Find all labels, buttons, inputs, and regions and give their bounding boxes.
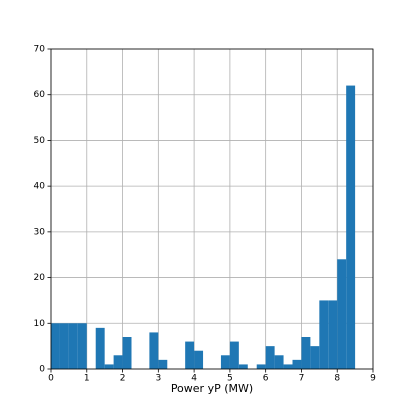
bar xyxy=(346,85,356,370)
y-tick-label: 40 xyxy=(34,182,46,192)
y-tick-label: 50 xyxy=(34,136,46,146)
bar xyxy=(158,359,168,369)
bar xyxy=(229,341,239,369)
bar xyxy=(319,300,329,369)
bar xyxy=(274,355,284,369)
bar xyxy=(95,327,105,369)
x-tick-label: 5 xyxy=(227,374,233,384)
x-tick-label: 1 xyxy=(84,374,90,384)
y-tick-label: 60 xyxy=(34,90,46,100)
y-tick-label: 20 xyxy=(34,273,46,283)
bar xyxy=(292,359,302,369)
x-tick-label: 6 xyxy=(263,374,269,384)
x-tick-label: 9 xyxy=(370,374,376,384)
x-axis-label: Power yP (MW) xyxy=(171,382,253,395)
bar xyxy=(220,355,230,369)
bar xyxy=(113,355,123,369)
bar xyxy=(77,323,87,369)
bar xyxy=(283,364,293,369)
plot-frame xyxy=(50,48,374,370)
y-tick-label: 30 xyxy=(34,227,46,237)
bar xyxy=(265,346,275,369)
x-tick-label: 8 xyxy=(334,374,340,384)
bar xyxy=(238,364,248,369)
bar xyxy=(122,337,132,369)
bar xyxy=(328,300,338,369)
bar xyxy=(194,350,204,369)
y-tick-label: 0 xyxy=(39,365,45,375)
bar xyxy=(310,346,320,369)
bar xyxy=(337,259,347,369)
bar xyxy=(104,364,114,369)
y-tick-label: 10 xyxy=(34,319,46,329)
bar xyxy=(149,332,159,369)
x-tick-label: 2 xyxy=(120,374,126,384)
bar xyxy=(185,341,195,369)
x-tick-label: 7 xyxy=(299,374,305,384)
x-tick-label: 0 xyxy=(48,374,54,384)
bar xyxy=(301,337,311,369)
bar xyxy=(68,323,78,369)
x-tick-label: 4 xyxy=(191,374,197,384)
bar xyxy=(256,364,266,369)
x-tick-label: 3 xyxy=(155,374,161,384)
bar xyxy=(59,323,69,369)
y-tick-label: 70 xyxy=(34,45,46,55)
bar xyxy=(51,323,60,369)
